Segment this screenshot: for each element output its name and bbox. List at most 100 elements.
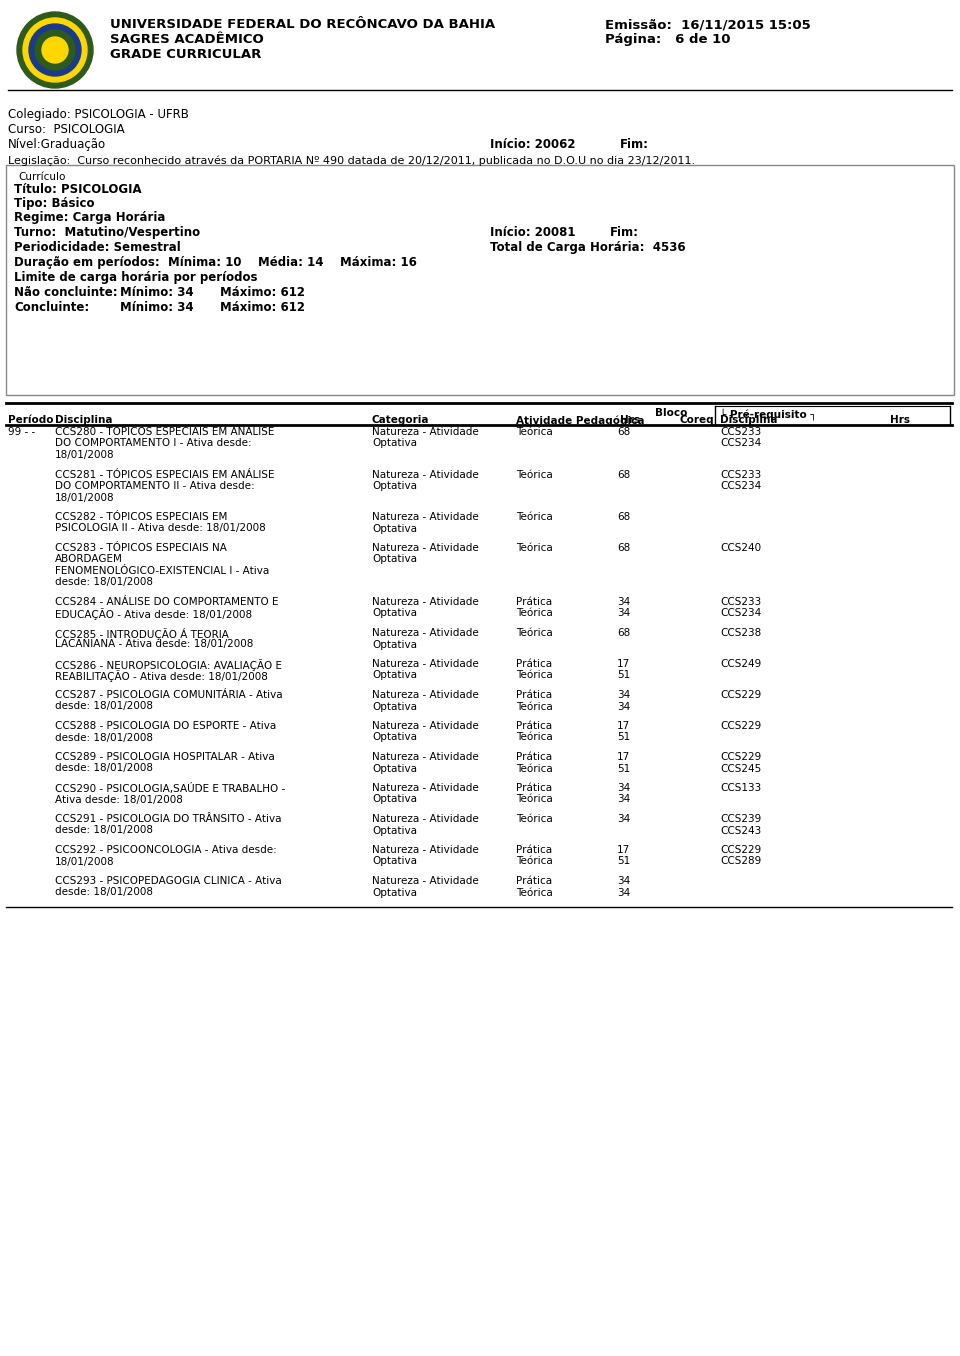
Text: CCS245: CCS245 [720,763,761,773]
Text: 34: 34 [616,876,630,885]
Text: CCS292 - PSICOONCOLOGIA - Ativa desde:: CCS292 - PSICOONCOLOGIA - Ativa desde: [55,845,276,856]
Text: Natureza - Atividade: Natureza - Atividade [372,597,479,607]
Text: Optativa: Optativa [372,609,417,618]
Text: 68: 68 [616,628,630,639]
Text: Início: 20062: Início: 20062 [490,138,575,151]
Text: CCS284 - ANÁLISE DO COMPORTAMENTO E: CCS284 - ANÁLISE DO COMPORTAMENTO E [55,597,278,607]
Text: Periodicidade: Semestral: Periodicidade: Semestral [14,241,180,254]
Text: Hrs: Hrs [620,415,640,424]
Text: Teórica: Teórica [516,795,553,804]
Text: desde: 18/01/2008: desde: 18/01/2008 [55,701,153,712]
Text: Natureza - Atividade: Natureza - Atividade [372,876,479,885]
Circle shape [29,24,81,76]
Text: 51: 51 [616,670,630,681]
Text: Optativa: Optativa [372,826,417,835]
Text: 34: 34 [616,690,630,700]
Text: SAGRES ACADÊMICO: SAGRES ACADÊMICO [110,33,264,46]
Text: Máximo: 612: Máximo: 612 [220,301,305,315]
Text: Início: 20081: Início: 20081 [490,226,575,239]
Text: DO COMPORTAMENTO II - Ativa desde:: DO COMPORTAMENTO II - Ativa desde: [55,481,254,491]
Text: Natureza - Atividade: Natureza - Atividade [372,542,479,553]
Text: Natureza - Atividade: Natureza - Atividade [372,659,479,669]
Text: 18/01/2008: 18/01/2008 [55,492,114,503]
Text: Duração em períodos:  Mínima: 10    Média: 14    Máxima: 16: Duração em períodos: Mínima: 10 Média: 1… [14,256,417,268]
Text: Teórica: Teórica [516,427,553,437]
Text: Coreq: Coreq [680,415,714,424]
Text: Currículo: Currículo [18,172,65,182]
Text: 34: 34 [616,597,630,607]
Text: CCS249: CCS249 [720,659,761,669]
Text: Categoria: Categoria [372,415,429,424]
Text: Natureza - Atividade: Natureza - Atividade [372,513,479,522]
Text: Teórica: Teórica [516,609,553,618]
Text: CCS229: CCS229 [720,690,761,700]
Text: 17: 17 [616,845,630,856]
Text: CCS286 - NEUROPSICOLOGIA: AVALIAÇÃO E: CCS286 - NEUROPSICOLOGIA: AVALIAÇÃO E [55,659,282,671]
Text: CCS233: CCS233 [720,427,761,437]
Text: CCS282 - TÓPICOS ESPECIAIS EM: CCS282 - TÓPICOS ESPECIAIS EM [55,513,228,522]
Text: Mínimo: 34: Mínimo: 34 [120,301,194,315]
Text: REABILITAÇÃO - Ativa desde: 18/01/2008: REABILITAÇÃO - Ativa desde: 18/01/2008 [55,670,268,682]
Text: CCS281 - TÓPICOS ESPECIAIS EM ANÁLISE: CCS281 - TÓPICOS ESPECIAIS EM ANÁLISE [55,469,275,480]
Text: Natureza - Atividade: Natureza - Atividade [372,690,479,700]
Text: LACANIANA - Ativa desde: 18/01/2008: LACANIANA - Ativa desde: 18/01/2008 [55,640,253,650]
Text: Regime: Carga Horária: Regime: Carga Horária [14,212,165,224]
Text: desde: 18/01/2008: desde: 18/01/2008 [55,578,153,587]
Text: 68: 68 [616,513,630,522]
Text: Optativa: Optativa [372,795,417,804]
Text: Teórica: Teórica [516,814,553,824]
Text: Fim:: Fim: [610,226,639,239]
Text: 68: 68 [616,427,630,437]
Text: 18/01/2008: 18/01/2008 [55,857,114,866]
Text: 51: 51 [616,732,630,743]
Text: Curso:  PSICOLOGIA: Curso: PSICOLOGIA [8,123,125,136]
Text: Tipo: Básico: Tipo: Básico [14,197,94,210]
Text: └ Pré-requisito ┐: └ Pré-requisito ┐ [720,408,817,420]
Text: CCS234: CCS234 [720,438,761,449]
Text: Optativa: Optativa [372,732,417,743]
Text: EDUCAÇÃO - Ativa desde: 18/01/2008: EDUCAÇÃO - Ativa desde: 18/01/2008 [55,609,252,621]
Text: Natureza - Atividade: Natureza - Atividade [372,721,479,731]
Text: 34: 34 [616,609,630,618]
Text: Página:   6 de 10: Página: 6 de 10 [605,33,731,46]
Text: Natureza - Atividade: Natureza - Atividade [372,782,479,793]
Text: Teórica: Teórica [516,469,553,480]
Text: CCS240: CCS240 [720,542,761,553]
Text: Máximo: 612: Máximo: 612 [220,286,305,300]
Text: Optativa: Optativa [372,555,417,564]
Text: 34: 34 [616,701,630,712]
Text: 17: 17 [616,659,630,669]
Text: Disciplina: Disciplina [720,415,778,424]
Text: desde: 18/01/2008: desde: 18/01/2008 [55,732,153,743]
Text: Prática: Prática [516,721,552,731]
Text: 17: 17 [616,753,630,762]
Text: PSICOLOGIA II - Ativa desde: 18/01/2008: PSICOLOGIA II - Ativa desde: 18/01/2008 [55,523,266,533]
Text: Mínimo: 34: Mínimo: 34 [120,286,194,300]
Text: DO COMPORTAMENTO I - Ativa desde:: DO COMPORTAMENTO I - Ativa desde: [55,438,252,449]
Text: CCS234: CCS234 [720,609,761,618]
Text: CCS280 - TÓPICOS ESPECIAIS EM ANÁLISE: CCS280 - TÓPICOS ESPECIAIS EM ANÁLISE [55,427,275,437]
Text: 34: 34 [616,887,630,898]
Text: Turno:  Matutino/Vespertino: Turno: Matutino/Vespertino [14,226,200,239]
Text: Limite de carga horária por períodos: Limite de carga horária por períodos [14,271,257,283]
Text: Teórica: Teórica [516,628,553,639]
Text: Teórica: Teórica [516,732,553,743]
Text: Optativa: Optativa [372,523,417,533]
Circle shape [42,37,68,62]
Text: Optativa: Optativa [372,481,417,491]
Circle shape [23,18,87,81]
Text: 51: 51 [616,857,630,866]
Text: Fim:: Fim: [620,138,649,151]
Text: CCS234: CCS234 [720,481,761,491]
Text: Natureza - Atividade: Natureza - Atividade [372,753,479,762]
Text: CCS291 - PSICOLOGIA DO TRÂNSITO - Ativa: CCS291 - PSICOLOGIA DO TRÂNSITO - Ativa [55,814,281,824]
Text: Teórica: Teórica [516,763,553,773]
Text: desde: 18/01/2008: desde: 18/01/2008 [55,763,153,773]
Text: Legislação:  Curso reconhecido através da PORTARIA Nº 490 datada de 20/12/2011, : Legislação: Curso reconhecido através da… [8,155,695,165]
Text: UNIVERSIDADE FEDERAL DO RECÔNCAVO DA BAHIA: UNIVERSIDADE FEDERAL DO RECÔNCAVO DA BAH… [110,18,495,31]
Text: desde: 18/01/2008: desde: 18/01/2008 [55,887,153,898]
Text: Total de Carga Horária:  4536: Total de Carga Horária: 4536 [490,241,685,254]
Text: 17: 17 [616,721,630,731]
Text: Teórica: Teórica [516,513,553,522]
Text: 34: 34 [616,795,630,804]
